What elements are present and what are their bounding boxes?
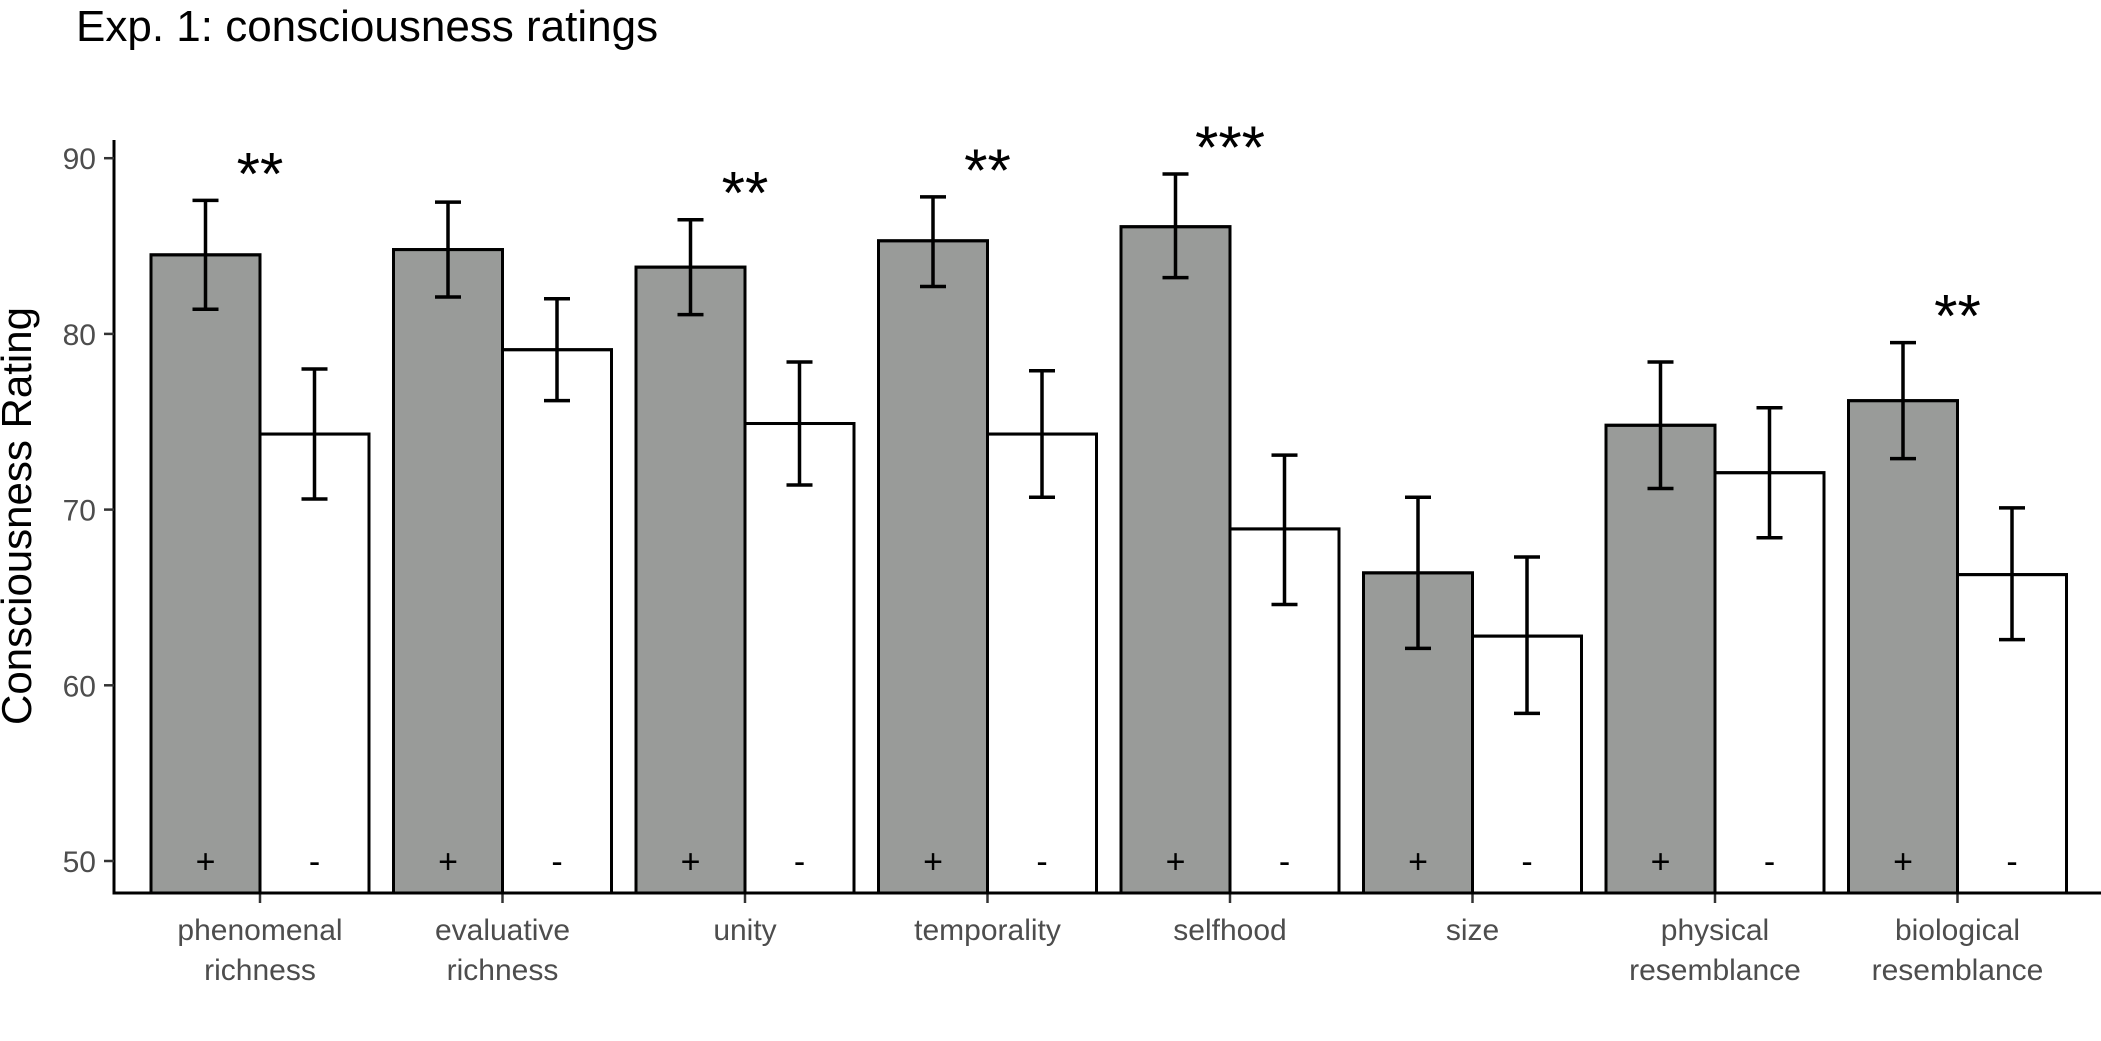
condition-label: + (438, 843, 458, 881)
condition-label: - (1036, 843, 1047, 881)
significance-label: ** (722, 160, 769, 227)
condition-label: - (794, 843, 805, 881)
significance-label: ** (964, 137, 1011, 204)
y-axis-label: Consciousness Rating (0, 307, 40, 725)
bar (149, 253, 262, 895)
condition-label: - (309, 843, 320, 881)
x-tick-label: resemblance (1872, 954, 2044, 987)
axes (104, 140, 2101, 903)
condition-label: - (1521, 843, 1532, 881)
condition-label: + (196, 843, 216, 881)
bars (149, 225, 2068, 895)
condition-label: + (1893, 843, 1913, 881)
bar (1604, 423, 1717, 895)
condition-label: - (1279, 843, 1290, 881)
condition-label: - (2006, 843, 2017, 881)
bar (877, 239, 989, 895)
significance-label: *** (1195, 114, 1265, 181)
y-tick-label: 90 (63, 143, 96, 176)
x-tick-label: size (1446, 914, 1499, 947)
x-tick-label: physical (1661, 914, 1769, 947)
y-tick-label: 50 (63, 846, 96, 879)
x-tick-label: resemblance (1629, 954, 1801, 987)
bar (392, 248, 504, 895)
y-tick-label: 80 (63, 319, 96, 352)
x-tick-label: unity (713, 914, 776, 947)
significance-label: ** (237, 140, 284, 207)
bar (634, 265, 747, 895)
bar (501, 348, 613, 895)
x-tick-label: biological (1895, 914, 2020, 947)
y-tick-label: 70 (63, 495, 96, 528)
condition-label: + (681, 843, 701, 881)
chart-title: Exp. 1: consciousness ratings (76, 2, 659, 51)
condition-label: + (923, 843, 943, 881)
x-tick-label: selfhood (1173, 914, 1286, 947)
x-tick-label: richness (447, 954, 559, 987)
bar (1119, 225, 1232, 895)
significance-label: ** (1934, 283, 1981, 350)
condition-label: - (1764, 843, 1775, 881)
x-tick-label: richness (204, 954, 316, 987)
condition-label: - (551, 843, 562, 881)
y-tick-label: 60 (63, 670, 96, 703)
bar (1847, 399, 1959, 895)
x-tick-label: temporality (914, 914, 1061, 947)
condition-label: + (1408, 843, 1428, 881)
condition-label: + (1651, 843, 1671, 881)
bar (258, 432, 371, 895)
x-tick-label: evaluative (435, 914, 570, 947)
condition-label: + (1166, 843, 1186, 881)
bar (986, 432, 1098, 895)
x-tick-label: phenomenal (177, 914, 342, 947)
bar (743, 422, 856, 895)
labels: + - ** phenomenal richness + - evaluative richne… (0, 114, 2043, 987)
